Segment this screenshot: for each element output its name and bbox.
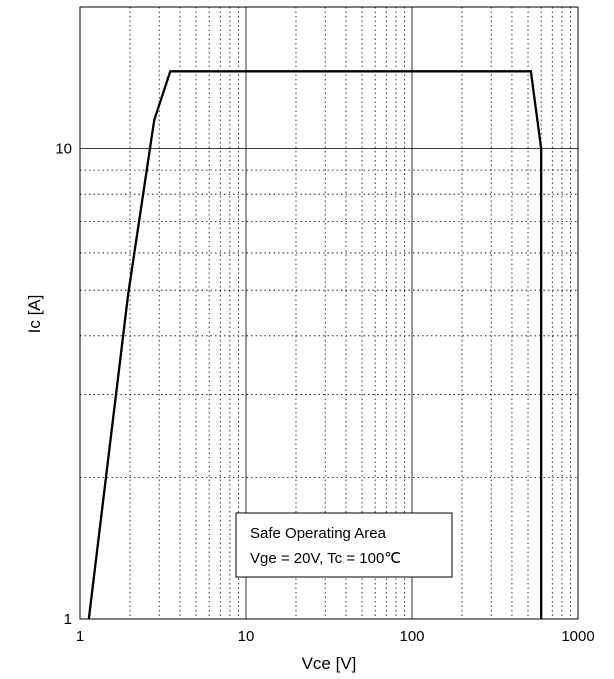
- annotation-line-2: Vge = 20V, Tc = 100℃: [250, 550, 401, 567]
- x-axis-title: Vce [V]: [302, 654, 357, 673]
- x-tick-labels: 1 10 100 1000: [76, 628, 595, 645]
- annotation-frame: [235, 512, 453, 578]
- y-axis-title: Ic [A]: [25, 295, 44, 334]
- y-tick-label: 1: [64, 611, 72, 628]
- annotation-line-1: Safe Operating Area: [250, 525, 387, 542]
- x-tick-label: 1000: [561, 628, 594, 645]
- x-tick-label: 100: [399, 628, 424, 645]
- x-tick-label: 10: [238, 628, 255, 645]
- y-tick-labels: 1 10: [55, 141, 72, 628]
- y-tick-label: 10: [55, 141, 72, 158]
- x-tick-label: 1: [76, 628, 84, 645]
- soa-boundary-line: [87, 70, 543, 620]
- plot-frame: [79, 6, 579, 620]
- annotation-box: Safe Operating Area Vge = 20V, Tc = 100℃: [235, 512, 453, 578]
